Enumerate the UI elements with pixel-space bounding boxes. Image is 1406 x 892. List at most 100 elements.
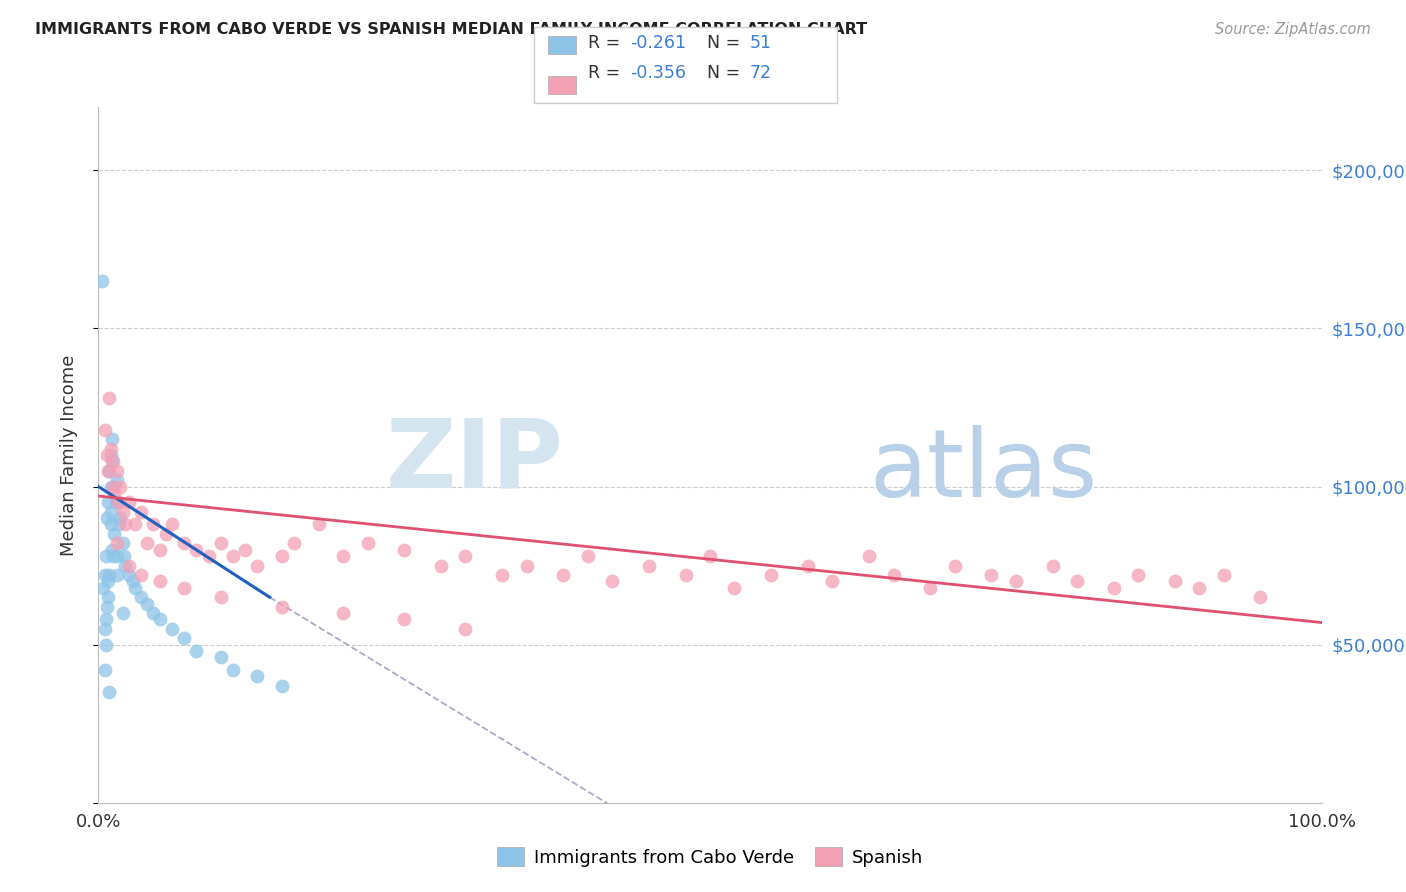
Point (105, 536, 128, 550)
Point (94, 612, 117, 626)
Point (270, 679, 294, 693)
Point (723, 581, 745, 595)
Point (943, 558, 966, 573)
Point (97, 464, 120, 478)
Point (101, 549, 124, 563)
Point (101, 542, 124, 557)
Point (356, 536, 378, 550)
Point (283, 536, 305, 550)
Point (270, 599, 294, 614)
Point (100, 505, 122, 519)
Text: Source: ZipAtlas.com: Source: ZipAtlas.com (1215, 22, 1371, 37)
Point (104, 495, 127, 509)
Point (100, 442, 122, 456)
Point (118, 568, 141, 582)
Point (111, 536, 134, 550)
Point (129, 591, 152, 605)
Point (114, 558, 136, 573)
Point (1250, 591, 1272, 605)
Point (96, 511, 118, 525)
Point (93, 423, 115, 437)
Point (142, 517, 165, 532)
Point (1004, 574, 1026, 589)
Point (103, 486, 125, 500)
Text: -0.356: -0.356 (630, 64, 686, 82)
Point (797, 558, 820, 573)
Point (1066, 574, 1088, 589)
Legend: Immigrants from Cabo Verde, Spanish: Immigrants from Cabo Verde, Spanish (491, 840, 929, 874)
Point (1128, 568, 1150, 582)
Point (761, 568, 783, 582)
Point (392, 542, 416, 557)
Point (149, 574, 172, 589)
Point (491, 568, 513, 582)
Point (110, 511, 132, 525)
Point (638, 558, 661, 573)
Point (920, 581, 942, 595)
Point (98, 391, 121, 405)
Point (858, 549, 880, 563)
Point (553, 568, 575, 582)
Point (118, 495, 141, 509)
Point (121, 574, 143, 589)
Point (107, 495, 129, 509)
Text: R =: R = (588, 64, 626, 82)
Point (222, 549, 245, 563)
Point (98, 685, 121, 699)
Text: N =: N = (707, 64, 747, 82)
Point (101, 479, 124, 493)
Point (454, 622, 477, 636)
Point (103, 479, 125, 493)
Point (136, 536, 159, 550)
Text: N =: N = (707, 34, 747, 52)
Point (173, 632, 195, 646)
Point (118, 558, 141, 573)
Point (105, 568, 128, 582)
Point (576, 549, 599, 563)
Point (91, 274, 114, 288)
Point (103, 527, 125, 541)
Text: -0.261: -0.261 (630, 34, 686, 52)
Point (233, 542, 256, 557)
Point (675, 568, 697, 582)
Text: 72: 72 (749, 64, 772, 82)
Point (105, 549, 128, 563)
Point (821, 574, 844, 589)
Point (94, 638, 117, 652)
Point (186, 542, 208, 557)
Point (173, 536, 195, 550)
Point (142, 606, 165, 620)
Point (149, 612, 172, 626)
Point (111, 606, 134, 620)
Point (100, 517, 122, 532)
Point (100, 448, 122, 462)
Point (98, 568, 121, 582)
Point (246, 558, 269, 573)
Point (430, 558, 453, 573)
Point (186, 644, 208, 658)
Point (209, 591, 232, 605)
Point (96, 448, 118, 462)
Point (110, 479, 132, 493)
Point (1102, 581, 1125, 595)
Point (246, 669, 269, 683)
Point (93, 568, 115, 582)
Point (155, 527, 177, 541)
Point (1212, 568, 1234, 582)
Point (160, 517, 183, 532)
Point (107, 495, 129, 509)
Point (91, 581, 114, 595)
Point (96, 599, 118, 614)
Point (124, 517, 146, 532)
Point (100, 479, 122, 493)
Point (124, 581, 146, 595)
Point (980, 568, 1002, 582)
Point (101, 432, 124, 446)
Point (883, 568, 905, 582)
Point (332, 549, 354, 563)
Point (222, 663, 245, 677)
Point (129, 568, 152, 582)
Point (97, 574, 120, 589)
Point (136, 597, 159, 611)
Point (114, 517, 136, 532)
